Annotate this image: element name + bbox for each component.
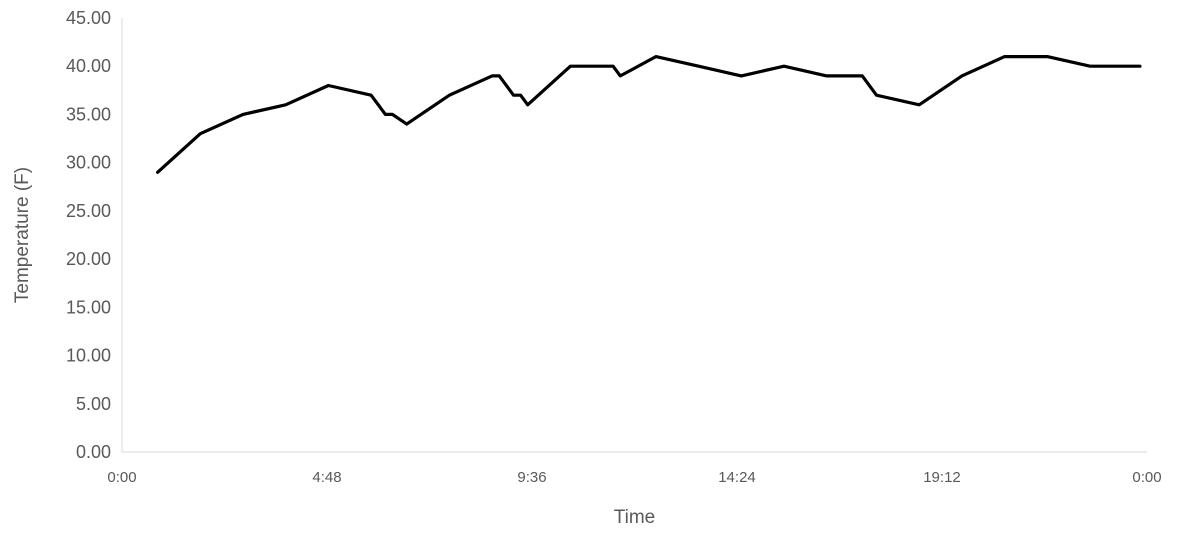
x-axis-ticks: 0:00 4:48 9:36 14:24 19:12 0:00 [107, 469, 1161, 486]
data-point [861, 74, 864, 77]
x-tick-label: 0:00 [107, 469, 136, 486]
x-axis-title: Time [614, 507, 656, 528]
data-point [740, 74, 743, 77]
x-tick-label: 14:24 [718, 469, 756, 486]
data-point [654, 55, 657, 58]
data-point [498, 74, 501, 77]
data-point [619, 74, 622, 77]
data-point [448, 94, 451, 97]
data-point [825, 74, 828, 77]
x-tick-label: 0:00 [1132, 469, 1161, 486]
y-tick-label: 5.00 [76, 394, 111, 414]
series-line [156, 54, 1142, 174]
y-tick-label: 45.00 [66, 8, 111, 28]
data-point [512, 94, 515, 97]
y-tick-label: 15.00 [66, 297, 111, 317]
data-point [569, 65, 572, 68]
data-point [783, 65, 785, 68]
y-axis-title: Temperature (F) [12, 167, 33, 303]
data-point [384, 113, 387, 116]
data-point [875, 94, 878, 97]
data-point [1003, 55, 1006, 58]
y-tick-label: 30.00 [66, 153, 111, 173]
data-point [526, 103, 529, 106]
series-group [156, 54, 1142, 174]
y-axis-ticks: 0.00 5.00 10.00 15.00 20.00 25.00 30.00 35.00 40… [66, 8, 111, 462]
x-tick-label: 19:12 [923, 469, 961, 486]
data-point [370, 94, 373, 97]
data-point [519, 94, 522, 97]
data-point [405, 123, 408, 126]
y-tick-label: 25.00 [66, 201, 111, 221]
data-point [242, 113, 244, 116]
x-tick-label: 4:48 [312, 469, 341, 486]
data-point [697, 65, 700, 68]
x-tick-label: 9:36 [517, 469, 546, 486]
data-point [1138, 65, 1141, 68]
data-point [918, 103, 921, 106]
data-point [1046, 55, 1049, 58]
data-point [156, 171, 159, 174]
data-point [960, 74, 963, 77]
data-point [1089, 65, 1092, 68]
y-tick-label: 20.00 [66, 249, 111, 269]
y-tick-label: 0.00 [76, 442, 111, 462]
y-tick-label: 10.00 [66, 346, 111, 366]
data-point [284, 103, 287, 106]
y-tick-label: 40.00 [66, 56, 111, 76]
data-point [391, 113, 394, 116]
y-tick-label: 35.00 [66, 104, 111, 124]
data-point [199, 132, 202, 135]
data-point [491, 74, 494, 77]
data-point [327, 84, 330, 87]
data-point [612, 65, 615, 68]
